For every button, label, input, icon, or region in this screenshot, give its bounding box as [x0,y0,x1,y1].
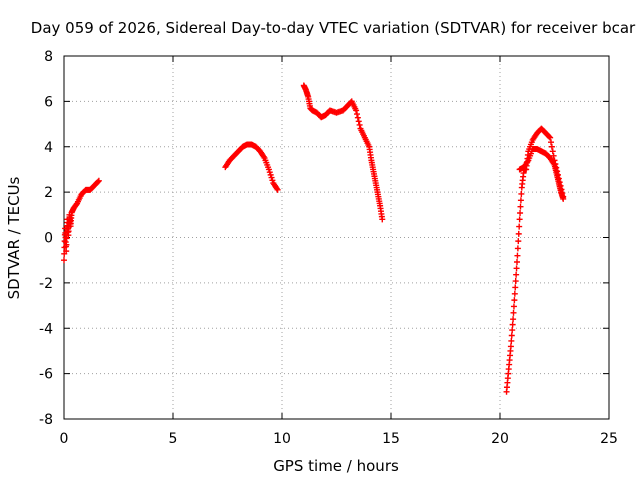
x-tick-label: 0 [60,431,69,447]
y-tick-label: 6 [44,94,53,110]
y-tick-label: 8 [44,49,53,65]
data-point [379,216,386,223]
x-tick-label: 20 [491,431,509,447]
data-points [61,82,567,395]
data-point [63,248,70,255]
y-axis-label: SDTVAR / TECUs [5,176,23,299]
data-point [510,303,517,310]
data-point [510,309,517,316]
data-point [265,166,272,173]
data-point [509,327,516,334]
data-point [516,223,523,230]
y-tick-label: -8 [39,412,53,428]
data-point [507,343,514,350]
data-point [508,337,515,344]
data-point [269,177,276,184]
x-tick-label: 15 [382,431,400,447]
y-tick-label: 4 [44,140,53,156]
data-point [61,257,67,264]
chart-title: Day 059 of 2026, Sidereal Day-to-day VTE… [31,19,636,37]
data-point [512,284,519,291]
data-point [549,148,556,155]
y-tick-label: -4 [39,321,53,337]
data-point [516,216,523,223]
data-point [517,197,524,204]
data-point [355,118,362,125]
data-point [548,139,555,146]
data-point [546,133,553,140]
data-point [510,316,517,323]
x-tick-label: 5 [169,431,178,447]
data-point [550,152,557,159]
data-point [512,278,519,285]
data-point [515,230,522,237]
x-axis-label: GPS time / hours [273,457,399,475]
data-point [267,171,274,178]
data-point [547,134,554,141]
data-point [356,121,363,128]
y-tick-label: 2 [44,185,53,201]
data-point [95,178,102,185]
data-point [508,332,515,339]
data-point [63,235,70,242]
y-tick-label: 0 [44,231,53,247]
data-point [517,203,524,210]
data-point [353,107,360,114]
y-tick-label: -6 [39,367,53,383]
data-point [560,195,567,202]
x-tick-label: 25 [600,431,618,447]
y-tick-label: -2 [39,276,53,292]
data-point [515,238,522,245]
data-point [95,177,102,184]
data-point [353,111,360,118]
data-point [274,186,281,193]
gridlines [64,56,609,419]
data-point [511,297,518,304]
data-point [514,252,521,259]
tick-labels: 0 5 10 15 20 25 -8 -6 -4 -2 0 2 4 6 8 [39,49,618,447]
data-point [517,209,524,216]
data-point [513,265,520,272]
data-point [268,174,275,181]
data-point [514,259,521,266]
data-point [513,271,520,278]
data-point [63,241,70,248]
x-tick-label: 10 [273,431,291,447]
data-point [514,245,521,252]
data-point [509,321,516,328]
data-point [548,143,555,150]
data-point [511,290,518,297]
data-point [518,190,525,197]
data-point [354,114,361,121]
data-point [266,169,273,176]
